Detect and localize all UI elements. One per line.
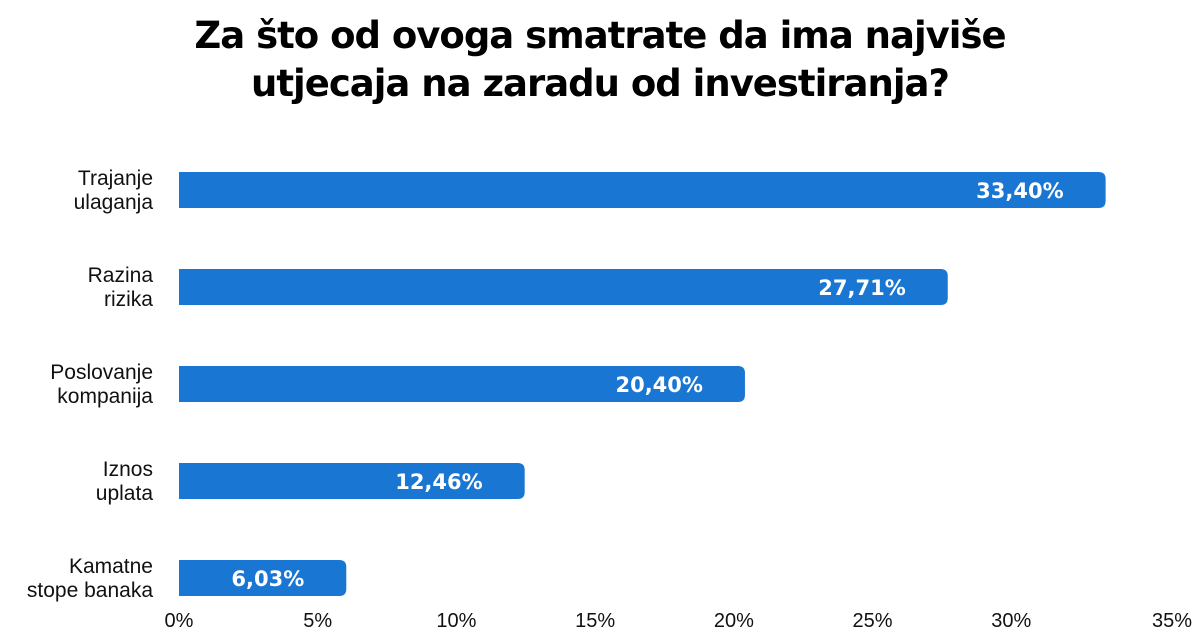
category-label-1-line-1: rizika [104, 288, 153, 311]
value-label-2: 20,40% [615, 373, 702, 397]
value-label-1: 27,71% [818, 276, 905, 300]
x-tick-label-3: 15% [575, 610, 615, 632]
category-label-3-line-1: uplata [96, 482, 154, 505]
x-tick-label-6: 30% [991, 610, 1031, 632]
category-label-4-line-1: stope banaka [27, 579, 153, 602]
category-label-3-line-0: Iznos [103, 458, 153, 481]
chart-title-line-1: Za što od ovoga smatrate da ima najviše [194, 14, 1006, 57]
bar-4 [179, 560, 347, 596]
x-tick-label-4: 20% [714, 610, 754, 632]
bar-0 [179, 172, 1106, 208]
category-label-2-line-0: Poslovanje [50, 361, 153, 384]
x-tick-label-2: 10% [436, 610, 476, 632]
value-label-3: 12,46% [395, 470, 482, 494]
category-label-1-line-0: Razina [88, 264, 154, 287]
x-tick-label-0: 0% [165, 610, 194, 632]
category-label-0-line-0: Trajanje [78, 167, 153, 190]
x-tick-label-7: 35% [1152, 610, 1192, 632]
chart-title: Za što od ovoga smatrate da ima najviše … [0, 12, 1200, 108]
category-label-0-line-1: ulaganja [74, 191, 154, 214]
x-tick-label-5: 25% [853, 610, 893, 632]
bar-1 [179, 269, 948, 305]
category-label-2-line-1: kompanija [57, 385, 153, 408]
bar-2 [179, 366, 745, 402]
x-tick-label-1: 5% [303, 610, 332, 632]
value-label-4: 6,03% [231, 567, 304, 591]
bar-3 [179, 463, 525, 499]
chart-title-line-2: utjecaja na zaradu od investiranja? [251, 62, 950, 105]
value-label-0: 33,40% [976, 179, 1063, 203]
category-label-4-line-0: Kamatne [69, 555, 153, 578]
